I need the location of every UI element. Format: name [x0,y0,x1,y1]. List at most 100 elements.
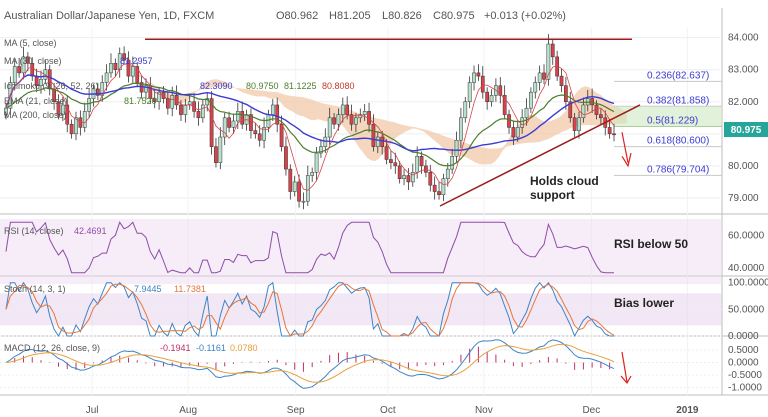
down-arrow-shaft [621,132,629,163]
time-tick-label: Jul [86,405,99,416]
macd-arrow-head [620,375,632,385]
candle-body [109,63,113,74]
time-tick-label: Nov [475,405,493,416]
fib-label: 0.236(82.637) [647,70,709,81]
candle-body [529,91,533,109]
candle-body [402,175,406,179]
candle-body [520,117,524,128]
candle-body [463,101,468,119]
time-axis: Jul Aug Sep Oct Nov Dec 2019 [86,405,699,416]
ma5-label: MA (5, close) [4,38,57,48]
sub-tick-label: 100.0000 [728,278,768,289]
ichimoku-label: Ichimoku (9, 26, 52, 26) [4,81,99,91]
candle-body [533,82,538,93]
candle-body [472,72,476,83]
fib-label: 0.786(79.704) [647,164,709,175]
candle-body [96,88,100,96]
candle-body [467,82,472,103]
sub-tick-label: -1.0000 [728,383,762,394]
ma30-label: MA (30, close) [4,56,62,66]
rsi-annotation: RSI below 50 [614,237,688,251]
candle-body [314,152,319,173]
candle-body [581,104,586,119]
ichimoku-value-3: 81.1225 [284,81,317,91]
candle-body [393,162,398,167]
candle-body [74,117,78,135]
candle-body [113,63,118,70]
candle-body [389,159,393,163]
candle-body [39,79,43,86]
candle-body [327,117,332,138]
sub-tick-label: 0.0000 [728,358,759,369]
candle-body [222,117,227,138]
fib-label: 0.5(81.229) [647,115,698,126]
candle-body [437,191,441,196]
candle-body [476,72,481,77]
time-tick-label: Sep [287,405,305,416]
time-tick-label: Dec [582,405,600,416]
candle-body [187,101,192,106]
candle-body [424,165,428,173]
cloud-area [118,74,627,165]
candle-body [546,43,551,80]
macd-value: -0.1161 [196,343,226,353]
candle-body [410,172,415,183]
candle-body [284,146,288,170]
candle-body [69,123,74,135]
price-tick-label: 84.000 [728,33,759,44]
candle-body [209,98,214,147]
rsi-panel [0,219,722,285]
macd-panel [0,339,722,389]
fib-zone [614,106,722,127]
rsi-value: 42.4691 [74,226,107,236]
candle-body [498,85,503,96]
ichimoku-value-4: 80.8080 [322,81,355,91]
candle-body [384,146,389,160]
candle-body [157,91,161,103]
candle-body [559,75,564,86]
low-value: L80.826 [382,10,422,22]
stoch-label: Stoch (14, 3, 1) [4,284,66,294]
candle-body [332,117,336,125]
candle-body [126,59,131,77]
candle-body [371,123,376,147]
candle-body [432,184,437,192]
candle-body [257,133,262,141]
candle-body [196,111,201,119]
candle-body [26,56,30,64]
candle-body [419,156,424,167]
candle-body [214,146,218,163]
fibonacci-lines [614,80,722,176]
ema-21-line [5,82,615,167]
candle-body [577,117,581,131]
candle-body [117,53,122,70]
candle-body [345,104,350,115]
candle-body [21,56,26,74]
ma-30-line [5,74,615,152]
candle-body [502,95,507,115]
ma-5-line [5,63,615,191]
candle-body [292,181,297,192]
price-badge: 80.975 [724,122,768,137]
candle-body [130,66,135,77]
candle-body [227,117,231,128]
candle-body [428,172,433,186]
ichimoku-value-1: 82.3090 [200,81,233,91]
candle-body [61,104,65,115]
cloud-annotation-line2: support [530,188,575,202]
candle-body [152,98,157,103]
candle-body [135,66,140,83]
candle-body [165,98,170,109]
candle-body [397,165,402,179]
candle-body [266,114,271,128]
candle-body [179,104,183,115]
time-tick-label: Aug [179,405,197,416]
fibonacci-labels: 0.236(82.637) 0.382(81.858) 0.5(81.229) 0.6… [647,70,709,175]
candle-body [249,114,253,131]
ichimoku-cloud [118,74,627,165]
candle-body [594,104,599,115]
stoch-panel [0,281,722,338]
candle-body [301,200,306,203]
